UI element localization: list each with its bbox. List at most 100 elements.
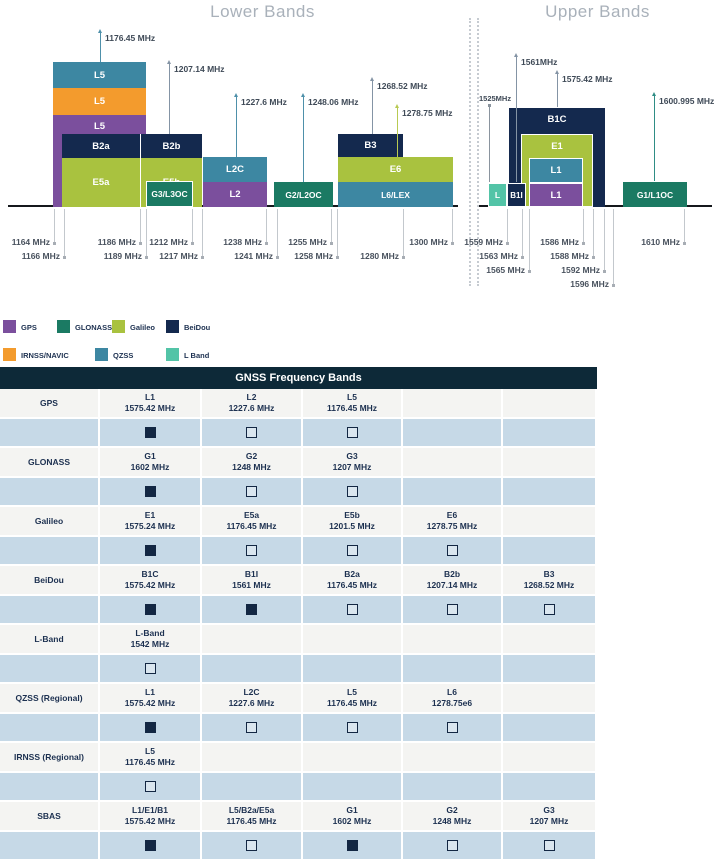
table-body: GPS L1 1575.42 MHz L2 1227.6 MHz L5 1176.45 MH… xyxy=(0,389,597,861)
band-name: G1 xyxy=(346,805,358,815)
checkbox-unchecked[interactable] xyxy=(246,722,257,733)
tick-line xyxy=(266,209,267,244)
band-cell-g3: G3 1207 MHz xyxy=(303,448,403,478)
checkbox-cell xyxy=(503,478,597,507)
tick-dot xyxy=(451,242,454,245)
axis-tick-label: 1189 MHz xyxy=(103,251,142,261)
band-row-glonass: GLONASS G1 1602 MHz G2 1248 MHz G3 1207 MHz xyxy=(0,448,597,478)
axis-tick-label: 1596 MHz xyxy=(570,279,609,289)
checkbox-cell xyxy=(100,478,202,507)
band-cell-g2: G2 1248 MHz xyxy=(403,802,503,832)
checkbox-cell xyxy=(303,773,403,802)
tick-dot xyxy=(612,284,615,287)
band-block-label: L6/LEX xyxy=(381,189,410,200)
axis-tick-label: 1300 MHz xyxy=(409,237,448,247)
band-frequency: 1176.45 MHz xyxy=(326,580,378,590)
checkbox-checked[interactable] xyxy=(144,427,156,438)
checkbox-unchecked[interactable] xyxy=(543,604,555,615)
band-row-gps: GPS L1 1575.42 MHz L2 1227.6 MHz L5 1176.45 MH… xyxy=(0,389,597,419)
band-block-glonass-g1-l1oc: G1/L1OC xyxy=(623,182,687,207)
axis-tick-label: 1280 MHz xyxy=(360,251,399,261)
legend-label-glonass: GLONASS xyxy=(75,323,113,332)
band-frequency: 1268.52 MHz xyxy=(523,580,575,590)
band-block-galileo-e5a: E5a xyxy=(62,158,140,207)
tick-dot xyxy=(265,242,268,245)
checkbox-checked[interactable] xyxy=(346,840,358,851)
band-name: L5/B2a/E5a xyxy=(228,805,275,815)
checkbox-unchecked[interactable] xyxy=(246,486,257,497)
checkbox-unchecked[interactable] xyxy=(543,840,555,851)
checkbox-unchecked[interactable] xyxy=(246,545,257,556)
band-block-label: L1 xyxy=(550,165,562,176)
legend-swatch-qzss xyxy=(95,348,108,361)
band-block-label: L5 xyxy=(93,96,106,107)
band-frequency: 1248 MHz xyxy=(432,816,472,826)
checkbox-unchecked[interactable] xyxy=(446,545,458,556)
legend-swatch-glonass xyxy=(57,320,70,333)
band-frequency: 1602 MHz xyxy=(130,462,170,472)
checkbox-checked[interactable] xyxy=(144,722,156,733)
tick-dot xyxy=(191,242,194,245)
checkbox-checked[interactable] xyxy=(144,604,156,615)
annotation-label: 1248.06 MHz xyxy=(308,97,359,107)
band-cell-empty xyxy=(303,743,403,773)
band-block-label: E5a xyxy=(92,177,110,188)
checkbox-unchecked[interactable] xyxy=(246,840,257,851)
band-name: B1I xyxy=(244,569,259,579)
band-frequency: 1561 MHz xyxy=(232,580,271,590)
checkbox-unchecked[interactable] xyxy=(446,722,458,733)
axis-tick-label: 1610 MHz xyxy=(641,237,680,247)
system-name: GPS xyxy=(40,397,58,408)
checkbox-unchecked[interactable] xyxy=(144,663,156,674)
checkbox-unchecked[interactable] xyxy=(346,604,358,615)
checkbox-unchecked[interactable] xyxy=(446,604,458,615)
checkbox-unchecked[interactable] xyxy=(346,486,358,497)
checkbox-unchecked[interactable] xyxy=(144,781,156,792)
band-cell-l-band: L-Band 1542 MHz xyxy=(100,625,202,655)
band-cell-g1: G1 1602 MHz xyxy=(100,448,202,478)
checkbox-unchecked[interactable] xyxy=(346,427,358,438)
band-block-beidou-b3: B3 xyxy=(338,134,403,157)
axis-tick-label: 1241 MHz xyxy=(234,251,273,261)
checkbox-unchecked[interactable] xyxy=(346,722,358,733)
tick-dot xyxy=(592,256,595,259)
band-cell-b2a: B2a 1176.45 MHz xyxy=(303,566,403,596)
checkbox-checked[interactable] xyxy=(246,604,257,615)
tick-line xyxy=(277,209,278,258)
checkbox-unchecked[interactable] xyxy=(246,427,257,438)
checkbox-unchecked[interactable] xyxy=(446,840,458,851)
band-cell-l5: L5 1176.45 MHz xyxy=(303,684,403,714)
checkbox-unchecked[interactable] xyxy=(346,545,358,556)
annotation-label: 1227.6 MHz xyxy=(241,97,287,107)
band-name: L5 xyxy=(145,746,155,756)
band-row-sbas: SBAS L1/E1/B1 1575.42 MHz L5/B2a/E5a 1176.45… xyxy=(0,802,597,832)
annotation-label: 1575.42 MHz xyxy=(562,74,613,84)
band-block-label: L2 xyxy=(229,189,241,200)
axis-tick-label: 1186 MHz xyxy=(97,237,136,247)
checkbox-row-label-cell xyxy=(0,773,100,802)
tick-dot xyxy=(53,242,56,245)
tick-line xyxy=(522,209,523,258)
band-block-gps-l2: L2 xyxy=(203,182,267,207)
axis-tick-label: 1592 MHz xyxy=(561,265,600,275)
checkbox-checked[interactable] xyxy=(144,545,156,556)
axis-tick-label: 1164 MHz xyxy=(11,237,50,247)
system-name-cell: L-Band xyxy=(0,625,100,655)
system-name-cell: GPS xyxy=(0,389,100,419)
annotation-line-1227-6-mhz xyxy=(236,97,237,157)
legend-swatch-beidou xyxy=(166,320,179,333)
band-frequency: 1278.75e6 xyxy=(431,698,473,708)
tick-line xyxy=(331,209,332,244)
checkbox-cell xyxy=(202,419,303,448)
checkbox-checked[interactable] xyxy=(144,486,156,497)
band-frequency: 1176.45 MHz xyxy=(326,698,378,708)
checkbox-checked[interactable] xyxy=(144,840,156,851)
annotation-arrow-up xyxy=(514,53,518,57)
tick-dot xyxy=(528,270,531,273)
annotation-arrow-up xyxy=(395,104,399,108)
checkbox-cell xyxy=(202,714,303,743)
checkbox-row-label-cell xyxy=(0,596,100,625)
checkbox-cell xyxy=(202,478,303,507)
band-frequency: 1176.45 MHz xyxy=(326,403,378,413)
band-frequency: 1207.14 MHz xyxy=(426,580,478,590)
